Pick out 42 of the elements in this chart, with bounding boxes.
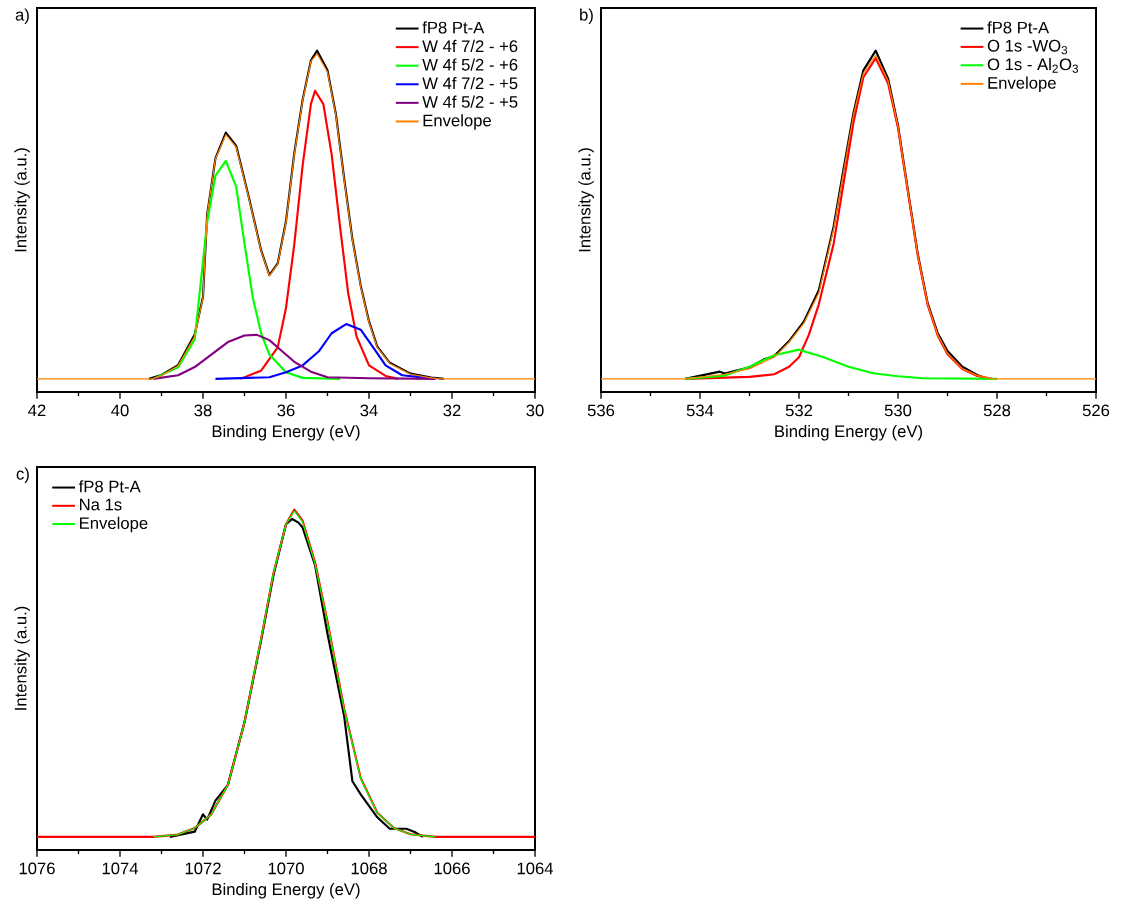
x-tick-label: 1070 xyxy=(268,862,304,875)
legend-label: O 1s - Al$_{2}$O$_{3}$ xyxy=(987,57,1078,73)
chart-title: c) xyxy=(16,467,29,484)
x-tick-label: 32 xyxy=(443,404,461,417)
x-tick-label: 42 xyxy=(28,404,46,417)
x-tick-label: 528 xyxy=(983,404,1011,417)
legend-label: W 4f 7/2 - +5 xyxy=(422,76,518,90)
x-tick-label: 1072 xyxy=(185,862,221,875)
x-tick-label: 530 xyxy=(884,404,912,417)
x-tick-label: 1064 xyxy=(517,862,554,875)
y-axis-title: Intensity (a.u.) xyxy=(14,148,30,252)
legend-label: W 4f 5/2 - +6 xyxy=(422,58,518,71)
x-tick-label: 30 xyxy=(526,404,544,417)
legend-label: fP8 Pt-A xyxy=(987,21,1050,34)
legend-label: W 4f 5/2 - +5 xyxy=(422,95,518,108)
x-axis-title: Binding Energy (eV) xyxy=(212,424,360,441)
y-axis-title: Intensity (a.u.) xyxy=(578,148,594,252)
x-tick-label: 1076 xyxy=(19,862,55,875)
x-tick-label: 1074 xyxy=(102,862,139,875)
x-tick-label: 38 xyxy=(194,404,212,417)
legend-label: W 4f 7/2 - +6 xyxy=(422,39,518,53)
legend-label: O 1s -WO$_{3}$ xyxy=(987,39,1068,55)
chart-title: a) xyxy=(15,8,29,25)
legend-label: Envelope xyxy=(988,76,1056,93)
legend-label: fP8 Pt-A xyxy=(422,21,485,34)
y-axis-title: Intensity (a.u.) xyxy=(14,606,30,710)
x-tick-label: 1066 xyxy=(434,862,470,875)
x-tick-label: 34 xyxy=(360,404,378,417)
x-axis-title: Binding Energy (eV) xyxy=(212,882,360,899)
x-tick-label: 532 xyxy=(785,404,813,417)
x-tick-label: 526 xyxy=(1082,404,1110,417)
legend-label: Na 1s xyxy=(80,498,122,511)
x-axis-title: Binding Energy (eV) xyxy=(775,424,923,441)
x-tick-label: 40 xyxy=(111,404,129,417)
x-tick-label: 536 xyxy=(587,404,615,417)
legend-label: Envelope xyxy=(80,516,148,533)
x-tick-label: 1068 xyxy=(351,862,387,875)
x-tick-label: 36 xyxy=(277,404,295,417)
chart-title: b) xyxy=(580,8,593,25)
x-tick-label: 534 xyxy=(686,404,714,417)
legend-label: fP8 Pt-A xyxy=(78,480,141,493)
legend-label: Envelope xyxy=(423,114,491,130)
